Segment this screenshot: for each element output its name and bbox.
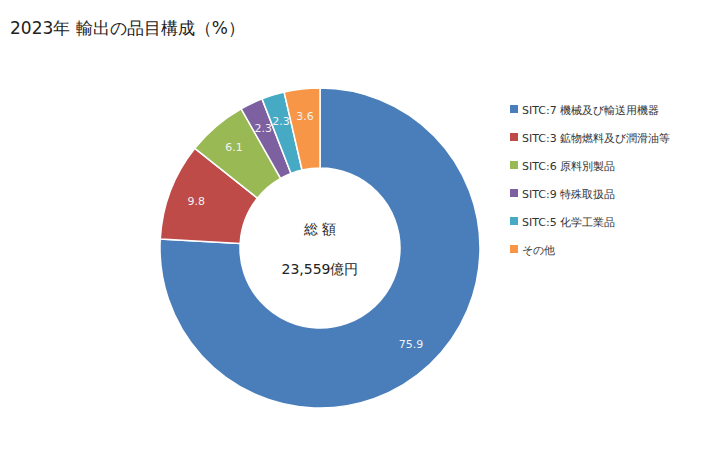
data-label: 9.8	[187, 195, 205, 208]
legend-item: SITC:7 機械及び輸送用機器	[510, 104, 659, 117]
legend-label: SITC:9 特殊取扱品	[522, 188, 615, 201]
legend-item: SITC:9 特殊取扱品	[510, 188, 615, 201]
legend-label: その他	[522, 244, 555, 257]
center-label: 総 額	[303, 221, 336, 237]
legend-label: SITC:6 原料別製品	[522, 160, 615, 173]
legend-label: SITC:3 鉱物燃料及び潤滑油等	[522, 132, 670, 145]
data-label: 2.3	[272, 115, 290, 128]
legend-swatch	[510, 217, 518, 225]
legend: SITC:7 機械及び輸送用機器 SITC:3 鉱物燃料及び潤滑油等 SITC:6 …	[510, 104, 670, 257]
legend-item: SITC:5 化学工業品	[510, 216, 615, 229]
slice	[160, 88, 480, 408]
chart: 2023年 輸出の品目構成（%） 75.9 9.8 6.1 2.32.3 3.6 総 額 23…	[0, 0, 728, 450]
slice	[284, 88, 320, 170]
data-label: 2.3	[254, 122, 272, 135]
legend-swatch	[510, 189, 518, 197]
plot: 75.9 9.8 6.1 2.32.3 3.6 総 額 23,559億円	[160, 88, 480, 408]
legend-swatch	[510, 105, 518, 113]
center-label: 23,559億円	[282, 261, 359, 277]
legend-swatch	[510, 161, 518, 169]
data-label: 75.9	[399, 338, 424, 351]
legend-swatch	[510, 245, 518, 253]
legend-label: SITC:5 化学工業品	[522, 216, 615, 229]
legend-swatch	[510, 133, 518, 141]
data-label: 3.6	[296, 110, 314, 123]
legend-item: SITC:3 鉱物燃料及び潤滑油等	[510, 132, 670, 145]
title: 2023年 輸出の品目構成（%）	[10, 18, 245, 38]
legend-item: SITC:6 原料別製品	[510, 160, 615, 173]
legend-item: その他	[510, 244, 555, 257]
legend-label: SITC:7 機械及び輸送用機器	[522, 104, 659, 117]
data-label: 6.1	[225, 141, 243, 154]
